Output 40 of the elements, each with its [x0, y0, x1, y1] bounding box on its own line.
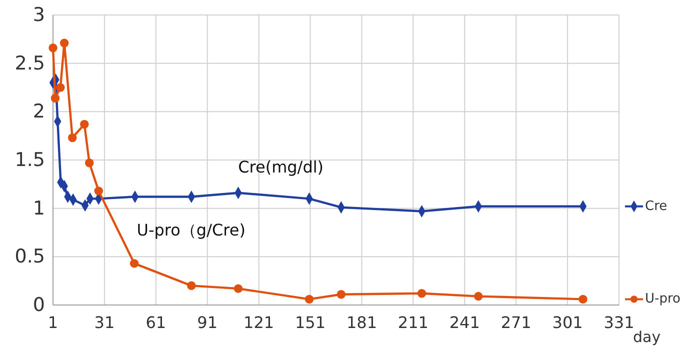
x-tick-label: 31 — [94, 313, 115, 332]
point — [130, 259, 139, 268]
y-tick-label: 3 — [32, 4, 45, 26]
x-tick-label: 211 — [398, 313, 428, 332]
point — [60, 38, 69, 48]
point — [187, 281, 196, 290]
x-tick-label: 241 — [449, 313, 480, 332]
point — [68, 133, 77, 142]
x-tick-label: 271 — [500, 313, 532, 332]
point — [84, 158, 94, 168]
x-tick-label: 181 — [346, 313, 377, 332]
point — [417, 289, 426, 298]
point — [578, 294, 588, 304]
point — [474, 292, 483, 301]
point — [234, 284, 243, 293]
x-tick-label: 331 — [604, 313, 634, 332]
x-tick-label: 301 — [552, 313, 583, 332]
x-tick-label: 61 — [146, 313, 166, 332]
point — [336, 290, 346, 299]
point — [50, 94, 60, 102]
x-tick-label: 151 — [295, 313, 326, 332]
y-tick-label: 1.5 — [14, 149, 45, 171]
y-tick-label: 2 — [32, 100, 45, 123]
x-tick-label: 121 — [244, 313, 274, 332]
x-axis-title: day — [633, 328, 661, 346]
y-tick-label: 0.5 — [14, 246, 45, 268]
point — [56, 83, 65, 92]
point — [304, 294, 314, 304]
y-tick-label: 0 — [32, 294, 45, 316]
annotation: Cre(mg/dl) — [238, 157, 324, 176]
point — [80, 120, 89, 129]
point — [48, 44, 58, 52]
point — [94, 186, 103, 196]
x-tick-label: 1 — [48, 313, 58, 332]
y-tick-label: 2.5 — [14, 52, 45, 74]
x-tick-label: 91 — [197, 313, 218, 332]
legend-label: Cre — [645, 198, 668, 214]
y-tick-label: 1 — [32, 197, 45, 220]
legend-label: U-pro — [645, 292, 681, 307]
annotation: U-pro（g/Cre) — [136, 220, 246, 240]
